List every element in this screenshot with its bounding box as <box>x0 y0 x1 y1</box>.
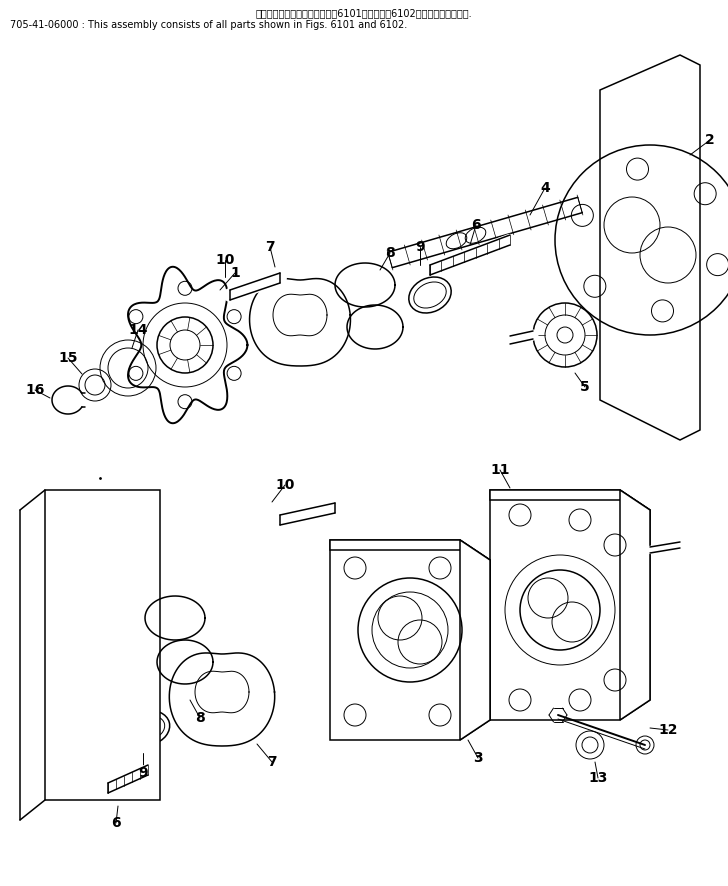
Text: 9: 9 <box>415 240 425 254</box>
Text: 9: 9 <box>138 766 148 780</box>
Polygon shape <box>600 55 700 440</box>
Text: 15: 15 <box>58 351 78 365</box>
Circle shape <box>533 303 597 367</box>
Text: 7: 7 <box>267 755 277 769</box>
Text: このアセンブリの構成部品は第6101図および第6102図の部品を含みます.: このアセンブリの構成部品は第6101図および第6102図の部品を含みます. <box>256 8 472 18</box>
Text: 5: 5 <box>580 380 590 394</box>
Polygon shape <box>330 540 490 570</box>
Polygon shape <box>490 490 650 720</box>
Text: 12: 12 <box>658 723 678 737</box>
Text: 6: 6 <box>471 218 480 232</box>
Text: 3: 3 <box>473 751 483 765</box>
Text: 14: 14 <box>128 323 148 337</box>
Text: 8: 8 <box>385 246 395 260</box>
Text: 13: 13 <box>588 771 608 785</box>
Ellipse shape <box>126 711 170 745</box>
Text: 4: 4 <box>540 181 550 195</box>
Text: 8: 8 <box>195 711 205 725</box>
Text: 16: 16 <box>25 383 44 397</box>
Polygon shape <box>45 490 160 800</box>
Polygon shape <box>330 540 490 740</box>
Text: 1: 1 <box>230 266 240 280</box>
Polygon shape <box>620 490 650 720</box>
Text: 705-41-06000 : This assembly consists of all parts shown in Figs. 6101 and 6102.: 705-41-06000 : This assembly consists of… <box>10 20 407 30</box>
Text: 11: 11 <box>490 463 510 477</box>
Text: 7: 7 <box>265 240 274 254</box>
Ellipse shape <box>409 277 451 313</box>
Polygon shape <box>490 490 650 520</box>
Text: 2: 2 <box>705 133 715 147</box>
Text: 10: 10 <box>215 253 234 267</box>
Text: 10: 10 <box>275 478 295 492</box>
Text: 6: 6 <box>111 816 121 830</box>
Polygon shape <box>460 540 490 740</box>
